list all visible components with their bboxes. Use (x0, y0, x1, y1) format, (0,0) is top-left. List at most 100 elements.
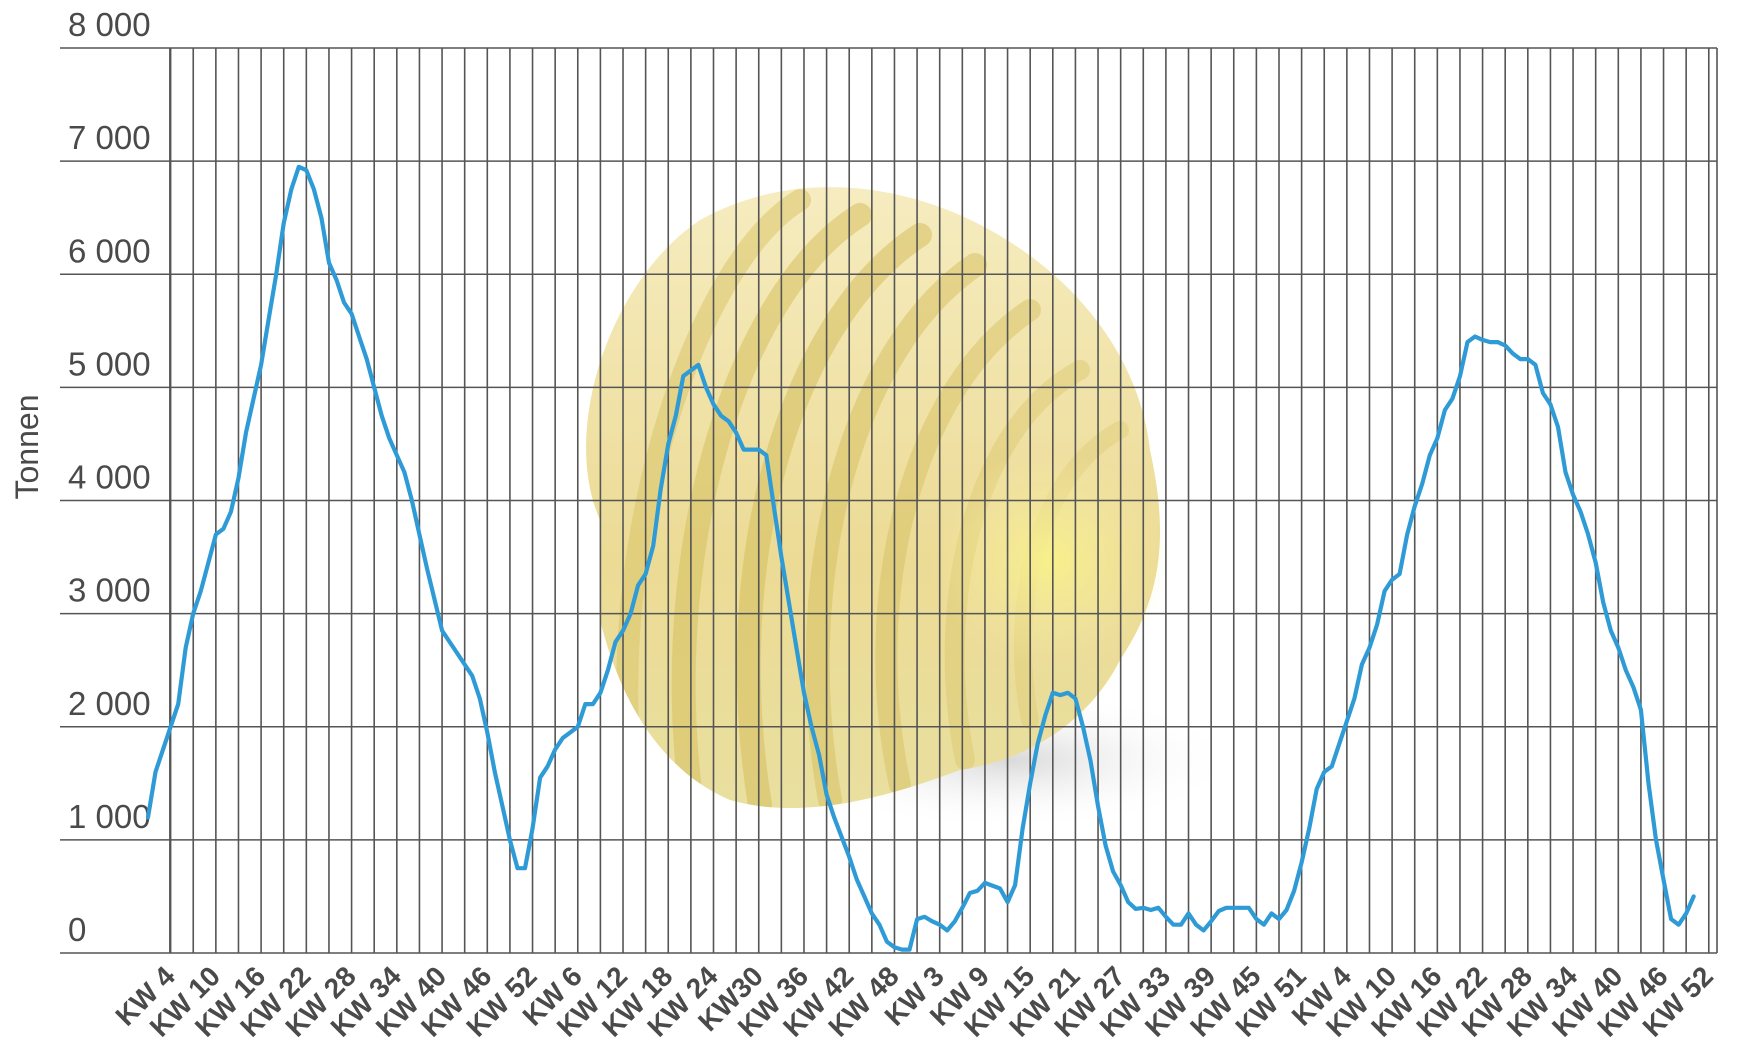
data-point (787, 600, 791, 604)
data-point (448, 640, 452, 644)
data-point (1043, 713, 1047, 717)
data-point (395, 453, 399, 457)
data-point (757, 448, 761, 452)
data-point (546, 764, 550, 768)
data-point (1345, 719, 1349, 723)
data-point (1352, 697, 1356, 701)
data-point (1066, 691, 1070, 695)
data-point (1541, 391, 1545, 395)
data-point (199, 589, 203, 593)
data-point (1503, 344, 1507, 348)
data-point (1669, 917, 1673, 921)
data-point (1104, 844, 1108, 848)
data-point (1111, 870, 1115, 874)
data-point (1639, 708, 1643, 712)
data-point (1277, 917, 1281, 921)
data-point (1631, 685, 1635, 689)
data-point (719, 414, 723, 418)
data-point (1119, 883, 1123, 887)
data-point (877, 923, 881, 927)
data-point (1254, 917, 1258, 921)
data-point (1021, 827, 1025, 831)
data-point (802, 691, 806, 695)
data-point (1647, 781, 1651, 785)
data-point (1149, 908, 1153, 912)
data-point (1692, 894, 1696, 898)
data-point (704, 385, 708, 389)
y-tick-label: 1 000 (68, 798, 151, 835)
series-layer (145, 164, 1696, 952)
y-axis-label: Tonnen (9, 395, 45, 500)
data-point (1224, 906, 1228, 910)
data-point (598, 691, 602, 695)
data-point (1556, 425, 1560, 429)
data-point (1601, 600, 1605, 604)
data-point (410, 499, 414, 503)
data-point (1548, 402, 1552, 406)
data-point (832, 815, 836, 819)
data-point (659, 487, 663, 491)
data-point (169, 725, 173, 729)
data-point (274, 272, 278, 276)
data-point (1684, 911, 1688, 915)
data-point (1488, 340, 1492, 344)
data-point (1307, 827, 1311, 831)
data-point (764, 453, 768, 457)
data-point (1624, 668, 1628, 672)
data-point (1654, 838, 1658, 842)
data-point (779, 555, 783, 559)
data-point (1239, 906, 1243, 910)
data-point (1450, 397, 1454, 401)
data-point (1428, 453, 1432, 457)
data-point (1413, 504, 1417, 508)
y-axis-ticks: 0 1 000 2 000 3 000 4 000 5 000 6 000 7 000 8 00… (68, 6, 151, 948)
data-point (923, 915, 927, 919)
data-point (674, 414, 678, 418)
data-point (1579, 510, 1583, 514)
data-point (417, 532, 421, 536)
data-point (1247, 906, 1251, 910)
data-point (478, 697, 482, 701)
data-point (267, 318, 271, 322)
data-point (870, 911, 874, 915)
data-point (1466, 340, 1470, 344)
data-point (1006, 900, 1010, 904)
data-point (1330, 764, 1334, 768)
data-point (1496, 340, 1500, 344)
data-point (365, 357, 369, 361)
data-point (885, 940, 889, 944)
data-point (1156, 906, 1160, 910)
data-point (538, 776, 542, 780)
data-point (470, 674, 474, 678)
data-point (696, 363, 700, 367)
data-point (960, 906, 964, 910)
data-point (304, 168, 308, 172)
data-point (1481, 338, 1485, 342)
data-point (1473, 335, 1477, 339)
data-point (908, 948, 912, 952)
data-point (862, 894, 866, 898)
data-point (794, 646, 798, 650)
data-point (893, 945, 897, 949)
data-point (1564, 470, 1568, 474)
data-point (1594, 561, 1598, 565)
data-point (636, 583, 640, 587)
data-point (531, 827, 535, 831)
y-tick-label: 0 (68, 911, 86, 948)
data-point (644, 572, 648, 576)
data-point (372, 385, 376, 389)
data-point (387, 436, 391, 440)
data-point (576, 725, 580, 729)
data-point (1028, 781, 1032, 785)
data-point (1270, 911, 1274, 915)
data-point (1571, 493, 1575, 497)
data-point (1511, 351, 1515, 355)
data-point (1662, 878, 1666, 882)
data-point (244, 431, 248, 435)
data-point (1533, 363, 1537, 367)
data-point (335, 278, 339, 282)
data-point (312, 187, 316, 191)
data-point (214, 532, 218, 536)
data-point (742, 448, 746, 452)
data-point (516, 866, 520, 870)
